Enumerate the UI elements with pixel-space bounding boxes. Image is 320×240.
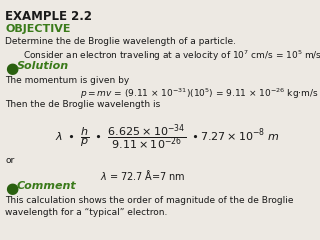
- Text: $\lambda$ = 72.7 Å=7 nm: $\lambda$ = 72.7 Å=7 nm: [100, 168, 186, 182]
- Text: Comment: Comment: [17, 181, 77, 191]
- Text: $p = mv$ = (9.11 $\times$ 10$^{-31}$)(10$^5$) = 9.11 $\times$ 10$^{-26}$ kg$\cdo: $p = mv$ = (9.11 $\times$ 10$^{-31}$)(10…: [80, 87, 319, 101]
- Text: EXAMPLE 2.2: EXAMPLE 2.2: [5, 10, 92, 23]
- Text: The momentum is given by: The momentum is given by: [5, 76, 129, 85]
- Text: wavelength for a “typical” electron.: wavelength for a “typical” electron.: [5, 208, 167, 217]
- Text: $\lambda\ \bullet\ \dfrac{h}{p}\ \bullet\ \dfrac{6.625\times10^{-34}}{9.11\times: $\lambda\ \bullet\ \dfrac{h}{p}\ \bullet…: [55, 122, 280, 152]
- Text: ●: ●: [5, 181, 18, 196]
- Text: or: or: [5, 156, 14, 165]
- Text: ●: ●: [5, 61, 18, 76]
- Text: Determine the de Broglie wavelength of a particle.: Determine the de Broglie wavelength of a…: [5, 37, 236, 46]
- Text: Then the de Broglie wavelength is: Then the de Broglie wavelength is: [5, 100, 160, 109]
- Text: Solution: Solution: [17, 61, 69, 71]
- Text: This calculation shows the order of magnitude of the de Broglie: This calculation shows the order of magn…: [5, 196, 293, 205]
- Text: OBJECTIVE: OBJECTIVE: [5, 24, 70, 34]
- Text: Consider an electron traveling at a velocity of $10^7$ cm/s = $10^5$ m/s.: Consider an electron traveling at a velo…: [23, 49, 320, 63]
